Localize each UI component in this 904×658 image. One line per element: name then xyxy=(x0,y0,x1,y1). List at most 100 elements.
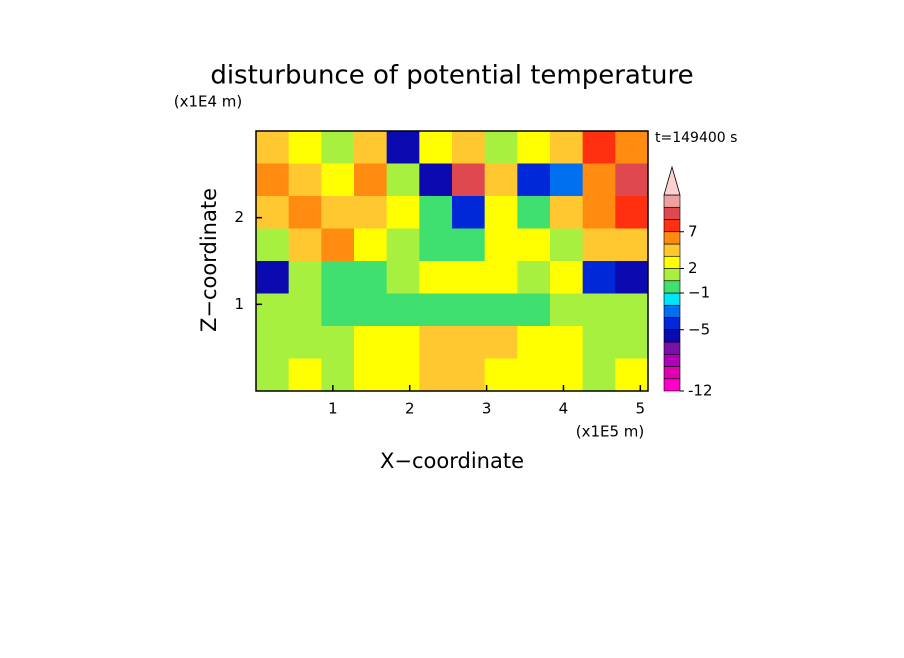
field-cell xyxy=(419,293,453,327)
field-cell xyxy=(256,326,290,359)
field-cell xyxy=(419,326,453,359)
field-cell xyxy=(484,196,518,229)
field-cell xyxy=(452,326,486,359)
field-cell xyxy=(452,261,486,294)
colorbar-band xyxy=(663,378,681,392)
field-cell xyxy=(288,196,322,229)
field-cell xyxy=(354,358,388,392)
colorbar-band xyxy=(663,317,681,331)
field-cell xyxy=(517,163,551,197)
field-cell xyxy=(484,261,518,294)
field-cell xyxy=(354,163,388,197)
colorbar-band xyxy=(663,268,681,282)
field-cell xyxy=(550,228,584,262)
field-cell xyxy=(354,196,388,229)
field-cell xyxy=(517,196,551,229)
field-cell xyxy=(288,358,322,392)
field-cell xyxy=(452,293,486,327)
field-cell xyxy=(582,163,616,197)
field-cell xyxy=(354,261,388,294)
field-cell xyxy=(582,131,616,164)
field-cell xyxy=(550,293,584,327)
x-tick-label: 1 xyxy=(328,400,338,418)
field-cell xyxy=(419,163,453,197)
field-cell xyxy=(321,261,355,294)
field-cell xyxy=(288,326,322,359)
x-tick-label: 4 xyxy=(559,400,569,418)
field-cell xyxy=(615,196,649,229)
field-cell xyxy=(550,358,584,392)
field-cell xyxy=(386,228,420,262)
field-cell xyxy=(517,326,551,359)
colorbar-band xyxy=(663,292,681,306)
field-cell xyxy=(321,163,355,197)
field-cell xyxy=(615,358,649,392)
field-cell xyxy=(321,293,355,327)
field-cell xyxy=(484,326,518,359)
field-cell xyxy=(419,228,453,262)
field-cell xyxy=(354,228,388,262)
field-cell xyxy=(550,261,584,294)
annotation: t=149400 s xyxy=(655,130,737,146)
y-tick-label: 1 xyxy=(234,295,244,313)
colorbar-tick-label: −5 xyxy=(688,320,710,338)
field-cell xyxy=(484,358,518,392)
field-cell xyxy=(321,326,355,359)
field-cell xyxy=(452,228,486,262)
field-cell xyxy=(386,358,420,392)
colorbar-extension xyxy=(663,165,681,196)
field-cell xyxy=(256,163,290,197)
field-cell xyxy=(256,261,290,294)
field-cell xyxy=(615,131,649,164)
field-cell xyxy=(484,131,518,164)
colorbar-tick-label: 2 xyxy=(688,259,698,277)
field xyxy=(256,131,649,392)
field-cell xyxy=(582,293,616,327)
field-cell xyxy=(354,326,388,359)
field-cell xyxy=(550,131,584,164)
x-tick-label: 5 xyxy=(636,400,646,418)
field-cell xyxy=(582,358,616,392)
field-cell xyxy=(386,196,420,229)
colorbar-band xyxy=(663,194,681,208)
field-cell xyxy=(550,163,584,197)
colorbar-band xyxy=(663,255,681,269)
plot-frame xyxy=(255,130,649,392)
field-cell xyxy=(321,196,355,229)
x-tick-label: 3 xyxy=(482,400,492,418)
field-cell xyxy=(386,326,420,359)
field-cell xyxy=(256,228,290,262)
field-cell xyxy=(419,131,453,164)
field-cell xyxy=(517,228,551,262)
colorbar-tick-label: 7 xyxy=(688,222,698,240)
colorbar-band xyxy=(663,353,681,367)
colorbar-band xyxy=(663,329,681,343)
field-cell xyxy=(386,293,420,327)
y-axis-label: Z−coordinate xyxy=(197,188,221,332)
field-cell xyxy=(517,261,551,294)
field-cell xyxy=(615,326,649,359)
field-cell xyxy=(615,293,649,327)
field-cell xyxy=(386,131,420,164)
field-cell xyxy=(321,228,355,262)
x-axis-label: X−coordinate xyxy=(380,449,524,473)
field-cell xyxy=(615,228,649,262)
y-tick-label: 2 xyxy=(234,208,244,226)
field-cell xyxy=(288,228,322,262)
colorbar-band xyxy=(663,304,681,318)
chart-title: disturbunce of potential temperature xyxy=(210,61,693,91)
colorbar-tick-label: −1 xyxy=(688,284,710,302)
field-cell xyxy=(582,228,616,262)
colorbar-band xyxy=(663,243,681,257)
field-cell xyxy=(484,228,518,262)
field-cell xyxy=(582,196,616,229)
field-cell xyxy=(452,131,486,164)
field-cell xyxy=(517,358,551,392)
field-cell xyxy=(484,293,518,327)
colorbar-band xyxy=(663,341,681,355)
field-cell xyxy=(288,293,322,327)
field-cell xyxy=(256,196,290,229)
field-cell xyxy=(517,131,551,164)
field-cell xyxy=(288,163,322,197)
colorbar-band xyxy=(663,280,681,294)
